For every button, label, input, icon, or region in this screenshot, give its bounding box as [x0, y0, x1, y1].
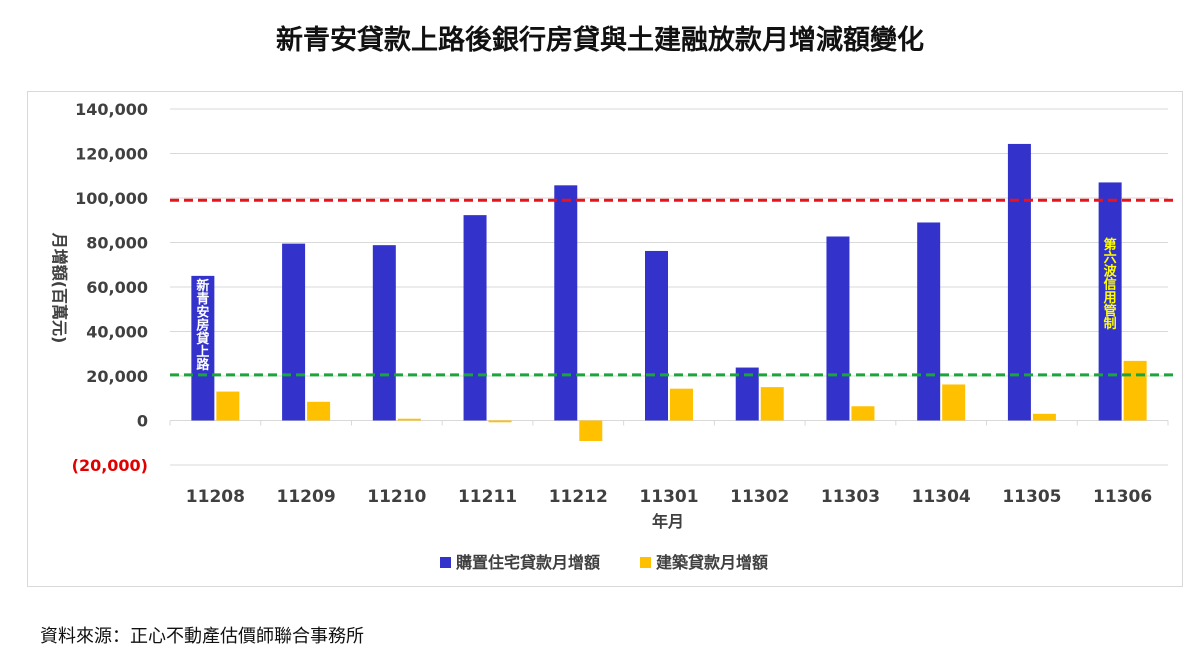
bar-construction-11303 [851, 406, 875, 421]
x-tick-label: 11210 [367, 487, 426, 507]
x-tick-label: 11211 [458, 487, 517, 507]
x-axis-label: 年月 [652, 512, 684, 531]
y-tick-label: 60,000 [86, 278, 148, 297]
x-tick-label: 11306 [1093, 487, 1152, 507]
bar-housing-11305 [1007, 143, 1031, 421]
x-tick-label: 11209 [277, 487, 336, 507]
bar-construction-11208 [216, 391, 240, 421]
bar-housing-11306 [1098, 182, 1122, 421]
x-tick-label: 11303 [821, 487, 880, 507]
annotations: 新青安房貸上路 第六波信用管制 [196, 237, 1117, 373]
bar-construction-11301 [670, 388, 693, 421]
bar-housing-11208 [191, 275, 215, 421]
annotation-11208: 新青安房貸上路 [196, 278, 210, 373]
legend-label-0: 購置住宅貸款月增額 [455, 553, 600, 572]
y-tick-label: 100,000 [75, 189, 148, 208]
bar-construction-11305 [1032, 413, 1056, 421]
y-tick-label: 0 [137, 412, 148, 431]
bars [191, 143, 1147, 441]
y-tick-label: 80,000 [86, 234, 148, 253]
x-tick-label: 11301 [639, 487, 698, 507]
annotation-11306: 第六波信用管制 [1103, 237, 1118, 332]
y-tick-label: 120,000 [75, 145, 148, 164]
y-tick-label: 40,000 [86, 323, 148, 342]
legend-swatch-1 [640, 557, 651, 568]
x-tick-label: 11302 [730, 487, 789, 507]
bar-construction-11212 [579, 420, 603, 441]
bar-construction-11302 [760, 387, 784, 421]
bar-housing-11304 [917, 222, 941, 421]
legend-swatch-0 [440, 557, 451, 568]
y-axis-label: 月增額(百萬元) [50, 232, 69, 344]
axis-ticks: 140,000 120,000 100,000 80,000 60,000 40,000 2… [72, 100, 1169, 507]
bar-chart: 140,000 120,000 100,000 80,000 60,000 40,000 2… [50, 100, 1176, 572]
bar-housing-11302 [735, 367, 759, 421]
y-tick-label: 20,000 [86, 367, 148, 386]
bar-housing-11209 [282, 243, 306, 421]
source-note: 資料來源：正心不動產估價師聯合事務所 [40, 626, 364, 647]
bar-construction-11306 [1123, 360, 1147, 421]
bar-housing-11301 [645, 250, 668, 421]
bar-construction-11210 [397, 418, 421, 421]
x-tick-label: 11304 [912, 487, 971, 507]
y-tick-label: (20,000) [72, 456, 148, 475]
y-tick-label: 140,000 [75, 100, 148, 119]
bar-housing-11303 [826, 236, 850, 421]
chart-title: 新青安貸款上路後銀行房貸與土建融放款月增減額變化 [276, 25, 924, 56]
legend-label-1: 建築貸款月增額 [656, 553, 768, 572]
x-tick-label: 11305 [1002, 487, 1061, 507]
bar-housing-11211 [463, 215, 487, 421]
bar-housing-11212 [554, 185, 578, 421]
x-tick-label: 11212 [549, 487, 608, 507]
bar-construction-11304 [942, 384, 966, 421]
bar-construction-11211 [488, 420, 512, 423]
bar-construction-11209 [307, 401, 331, 421]
legend: 購置住宅貸款月增額 建築貸款月增額 [440, 553, 768, 572]
bar-housing-11210 [372, 245, 396, 421]
chart-frame [27, 91, 1183, 587]
x-tick-label: 11208 [186, 487, 245, 507]
